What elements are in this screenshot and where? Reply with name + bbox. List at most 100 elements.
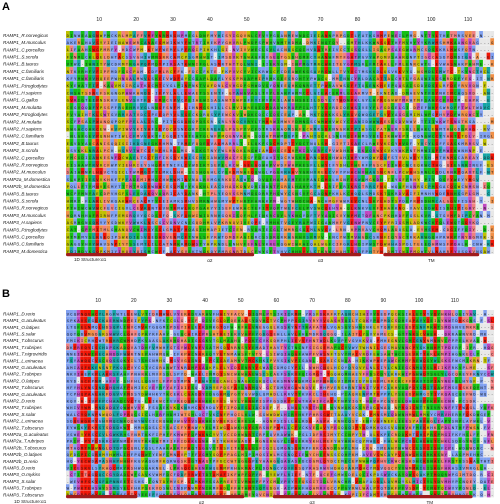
- svg-text:L: L: [196, 33, 199, 38]
- svg-text:R: R: [318, 62, 321, 67]
- svg-text:-: -: [188, 148, 190, 153]
- sequence-name: RAMP2_C.familiaris: [3, 134, 45, 139]
- svg-text:N: N: [251, 62, 254, 67]
- svg-text:Y: Y: [155, 33, 158, 38]
- svg-text:T: T: [428, 33, 431, 38]
- svg-text:P: P: [185, 54, 188, 59]
- svg-text:C: C: [295, 47, 298, 52]
- svg-text:D: D: [443, 54, 446, 59]
- sequence-name: RAMP2_C.porcellus: [3, 155, 45, 160]
- svg-text:R: R: [458, 33, 461, 38]
- svg-text:F: F: [140, 33, 143, 38]
- svg-text:G: G: [465, 40, 468, 45]
- svg-text:R: R: [170, 62, 173, 67]
- svg-text:H: H: [122, 47, 125, 52]
- svg-text:G: G: [159, 40, 162, 45]
- svg-text:V: V: [93, 69, 96, 74]
- svg-text:W: W: [148, 54, 151, 59]
- sequence-name: RAMP2_T.rubripes: [3, 372, 42, 377]
- svg-text:W: W: [266, 40, 269, 45]
- svg-text:R: R: [428, 40, 431, 45]
- svg-text:P: P: [229, 69, 232, 74]
- svg-text:M: M: [303, 54, 306, 59]
- svg-text:H: H: [200, 54, 203, 59]
- svg-text:F: F: [307, 54, 310, 59]
- svg-text:Q: Q: [325, 40, 328, 45]
- svg-text:G: G: [284, 54, 287, 59]
- svg-text:D: D: [292, 40, 295, 45]
- svg-text:I: I: [303, 105, 305, 110]
- svg-text:Q: Q: [380, 54, 383, 59]
- position-tick: 40: [202, 298, 208, 304]
- svg-text:V: V: [78, 69, 81, 74]
- svg-text:R: R: [137, 40, 140, 45]
- svg-text:G: G: [192, 33, 195, 38]
- svg-text:P: P: [340, 33, 343, 38]
- svg-text:W: W: [93, 47, 96, 52]
- svg-text:G: G: [307, 62, 310, 67]
- svg-text:A: A: [436, 54, 439, 59]
- svg-text:K: K: [185, 62, 188, 67]
- svg-text:M: M: [399, 62, 402, 67]
- svg-text:C: C: [432, 54, 435, 59]
- svg-text:-: -: [174, 141, 176, 146]
- position-tick: 70: [309, 298, 315, 304]
- svg-text:I: I: [148, 170, 150, 175]
- sequence-name: RAMP2b_O.latipes: [3, 452, 43, 457]
- svg-text:F: F: [332, 54, 335, 59]
- svg-text:-: -: [484, 40, 486, 45]
- svg-text:G: G: [236, 33, 239, 38]
- svg-text:D: D: [107, 54, 110, 59]
- svg-text:I: I: [174, 162, 176, 167]
- svg-text:I: I: [391, 177, 393, 182]
- svg-text:C: C: [310, 54, 313, 59]
- svg-text:K: K: [314, 40, 317, 45]
- svg-text:I: I: [233, 177, 235, 182]
- svg-text:E: E: [211, 40, 214, 45]
- svg-text:-: -: [414, 69, 416, 74]
- svg-text:Y: Y: [181, 40, 184, 45]
- svg-text:V: V: [247, 69, 250, 74]
- svg-text:H: H: [85, 69, 88, 74]
- svg-text:G: G: [225, 40, 228, 45]
- svg-text:T: T: [200, 40, 203, 45]
- svg-text:P: P: [351, 62, 354, 67]
- svg-text:C: C: [181, 54, 184, 59]
- svg-text:P: P: [104, 33, 107, 38]
- sequence-name: RAMP1_B.taurus: [3, 62, 39, 67]
- svg-text:M: M: [354, 62, 357, 67]
- svg-text:-: -: [159, 119, 161, 124]
- svg-text:W: W: [247, 62, 250, 67]
- svg-text:N: N: [148, 40, 151, 45]
- svg-text:I: I: [137, 162, 139, 167]
- svg-text:L: L: [104, 54, 107, 59]
- svg-text:M: M: [111, 69, 114, 74]
- svg-text:F: F: [343, 54, 346, 59]
- svg-text:F: F: [96, 69, 99, 74]
- svg-text:-: -: [115, 148, 117, 153]
- svg-text:F: F: [259, 33, 262, 38]
- svg-text:I: I: [155, 126, 157, 131]
- svg-text:C: C: [170, 69, 173, 74]
- helix-bar: [66, 253, 148, 257]
- helix-bar: [158, 495, 245, 499]
- svg-text:T: T: [417, 54, 420, 59]
- sequence-name: RAMP2a_T.rubripes: [3, 439, 45, 444]
- svg-text:A: A: [118, 54, 121, 59]
- svg-text:W: W: [295, 33, 298, 38]
- svg-text:I: I: [196, 47, 198, 52]
- svg-text:S: S: [439, 40, 442, 45]
- svg-text:F: F: [185, 40, 188, 45]
- svg-text:I: I: [358, 126, 360, 131]
- svg-text:E: E: [469, 33, 472, 38]
- svg-text:K: K: [450, 40, 453, 45]
- structure-label: 1D Structure:α1: [14, 499, 47, 504]
